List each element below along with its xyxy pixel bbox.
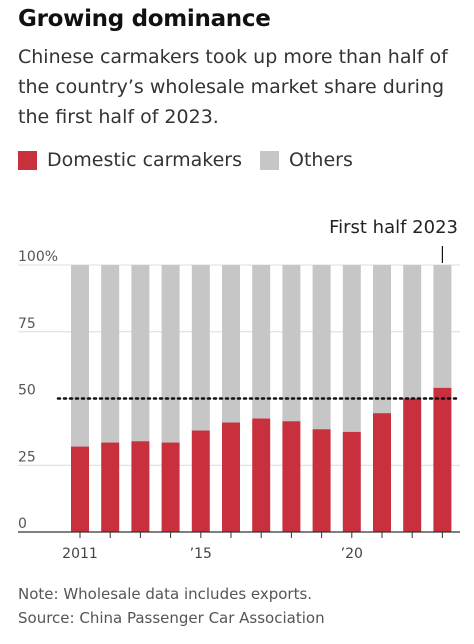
legend-label-domestic: Domestic carmakers (47, 149, 243, 171)
bar-others (131, 265, 150, 442)
bar-domestic (373, 413, 391, 532)
bar-domestic (161, 442, 180, 532)
bar-domestic (252, 418, 271, 532)
stacked-bar-chart: 100% 75 50 25 0 2011 ’15 ’20 First half 2023 (18, 217, 462, 562)
bar-others (373, 265, 391, 414)
bar-others (101, 265, 120, 443)
bar-others (403, 265, 422, 399)
bar-others (342, 265, 361, 432)
legend-swatch-domestic (18, 150, 37, 170)
bar-domestic (433, 387, 452, 532)
bar-others (71, 265, 89, 447)
legend-label-others: Others (289, 149, 353, 171)
y-tick-label: 100% (18, 249, 58, 265)
bar-others (191, 265, 210, 431)
x-tick-label: ’20 (341, 546, 363, 562)
x-tick-label: 2011 (62, 546, 98, 562)
bar-domestic (342, 431, 361, 532)
bar-domestic (131, 441, 150, 532)
x-tick-label: ’15 (190, 546, 212, 562)
bar-others (252, 265, 271, 419)
bar-others (161, 265, 180, 443)
bar-domestic (101, 442, 120, 532)
bar-domestic (222, 422, 240, 532)
annotation-first-half-2023: First half 2023 (329, 217, 458, 238)
bar-domestic (191, 430, 210, 532)
bar-others (433, 265, 452, 388)
bar-domestic (282, 421, 301, 532)
y-tick-label: 25 (18, 449, 36, 465)
y-tick-label: 75 (18, 316, 36, 332)
chart-subtitle: Chinese carmakers took up more than half… (18, 46, 448, 128)
legend-swatch-others (260, 150, 280, 170)
chart-title: Growing dominance (18, 6, 271, 32)
bar-others (282, 265, 301, 422)
chart-note: Note: Wholesale data includes exports. (18, 585, 313, 603)
bar-others (312, 265, 331, 430)
y-tick-label: 50 (18, 383, 36, 399)
bar-domestic (403, 398, 422, 532)
bar-domestic (312, 429, 331, 532)
bar-others (222, 265, 240, 423)
legend-item-others: Others (260, 149, 353, 171)
legend-item-domestic: Domestic carmakers (18, 149, 242, 171)
chart-source: Source: China Passenger Car Association (18, 609, 325, 627)
bar-domestic (71, 446, 89, 532)
legend: Domestic carmakers Others (18, 149, 371, 171)
y-tick-label: 0 (18, 516, 27, 532)
